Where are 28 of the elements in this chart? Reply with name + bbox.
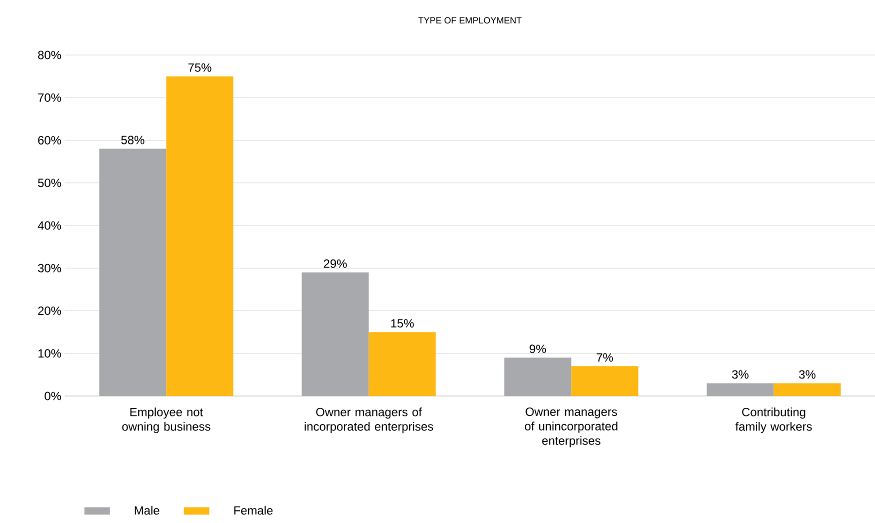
x-tick-label: Owner managers of incorporated enterprises <box>304 408 434 434</box>
y-tick-label: 70% <box>38 93 62 102</box>
legend-label: Male <box>134 506 160 515</box>
y-tick-label: 80% <box>38 50 62 60</box>
y-tick-label: 20% <box>38 306 62 315</box>
x-tick-label: Employee not owning business <box>122 408 210 434</box>
bar <box>166 76 234 396</box>
data-label: 15% <box>391 319 414 328</box>
bar <box>774 383 841 396</box>
x-tick-label: Contributing family workers <box>735 408 812 434</box>
data-label: 7% <box>596 353 613 362</box>
bar <box>368 332 436 396</box>
x-tick-label: Owner managers of unincorporated enterprises <box>524 408 618 448</box>
y-tick-label: 50% <box>38 178 62 188</box>
y-tick-label: 60% <box>38 136 62 144</box>
chart-title: TYPE OF EMPLOYMENT <box>418 17 522 24</box>
data-label: 75% <box>188 63 212 72</box>
y-tick-label: 0% <box>44 392 62 400</box>
data-label: 9% <box>530 344 546 354</box>
y-tick-label: 30% <box>38 264 62 272</box>
legend-label: Female <box>234 506 273 515</box>
y-tick-label: 10% <box>38 349 62 358</box>
bar <box>571 366 638 396</box>
data-label: 58% <box>121 136 144 144</box>
y-tick-label: 40% <box>38 221 62 230</box>
data-label: 3% <box>799 370 816 379</box>
data-label: 3% <box>732 370 748 379</box>
data-label: 29% <box>324 259 347 268</box>
